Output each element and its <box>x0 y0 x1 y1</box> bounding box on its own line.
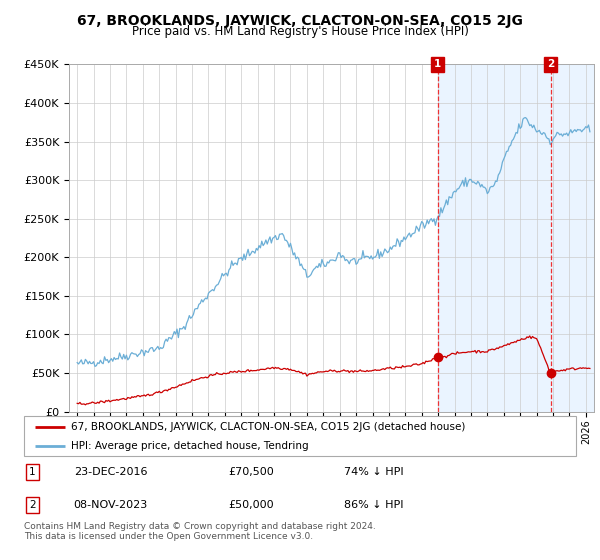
Text: £70,500: £70,500 <box>228 467 274 477</box>
Bar <box>437 64 594 412</box>
Text: 67, BROOKLANDS, JAYWICK, CLACTON-ON-SEA, CO15 2JG: 67, BROOKLANDS, JAYWICK, CLACTON-ON-SEA,… <box>77 14 523 28</box>
Text: 1: 1 <box>29 467 35 477</box>
Text: 2: 2 <box>29 500 35 510</box>
Text: Contains HM Land Registry data © Crown copyright and database right 2024.
This d: Contains HM Land Registry data © Crown c… <box>24 522 376 542</box>
Text: Price paid vs. HM Land Registry's House Price Index (HPI): Price paid vs. HM Land Registry's House … <box>131 25 469 38</box>
Text: 08-NOV-2023: 08-NOV-2023 <box>74 500 148 510</box>
FancyBboxPatch shape <box>24 416 576 456</box>
Text: 23-DEC-2016: 23-DEC-2016 <box>74 467 147 477</box>
Text: HPI: Average price, detached house, Tendring: HPI: Average price, detached house, Tend… <box>71 441 308 451</box>
Text: 86% ↓ HPI: 86% ↓ HPI <box>344 500 404 510</box>
Text: 2: 2 <box>547 59 554 69</box>
Text: 74% ↓ HPI: 74% ↓ HPI <box>344 467 404 477</box>
Text: £50,000: £50,000 <box>228 500 274 510</box>
Text: 1: 1 <box>434 59 441 69</box>
Text: 67, BROOKLANDS, JAYWICK, CLACTON-ON-SEA, CO15 2JG (detached house): 67, BROOKLANDS, JAYWICK, CLACTON-ON-SEA,… <box>71 422 465 432</box>
